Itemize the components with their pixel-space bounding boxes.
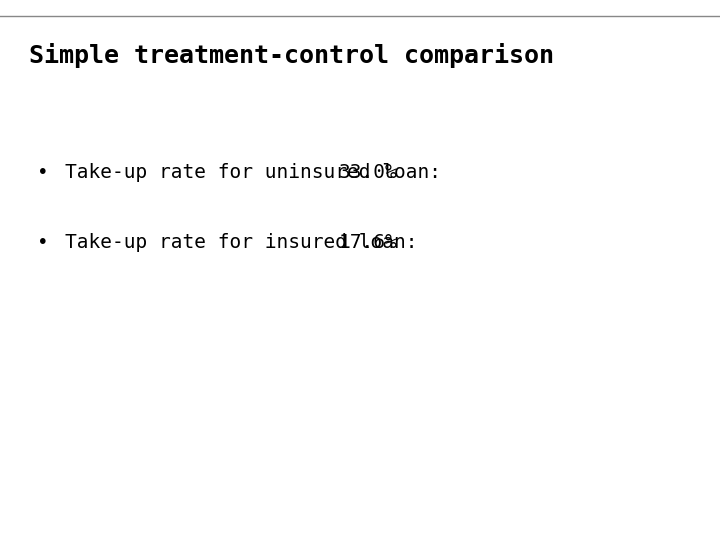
Text: •: •	[37, 233, 49, 253]
Text: •: •	[37, 163, 49, 183]
Text: 33.0%: 33.0%	[338, 163, 397, 183]
Text: Take-up rate for uninsured loan:: Take-up rate for uninsured loan:	[65, 163, 441, 183]
Text: Simple treatment-control comparison: Simple treatment-control comparison	[29, 43, 554, 68]
Text: 17.6%: 17.6%	[338, 233, 397, 253]
Text: Take-up rate for insured loan:: Take-up rate for insured loan:	[65, 233, 418, 253]
